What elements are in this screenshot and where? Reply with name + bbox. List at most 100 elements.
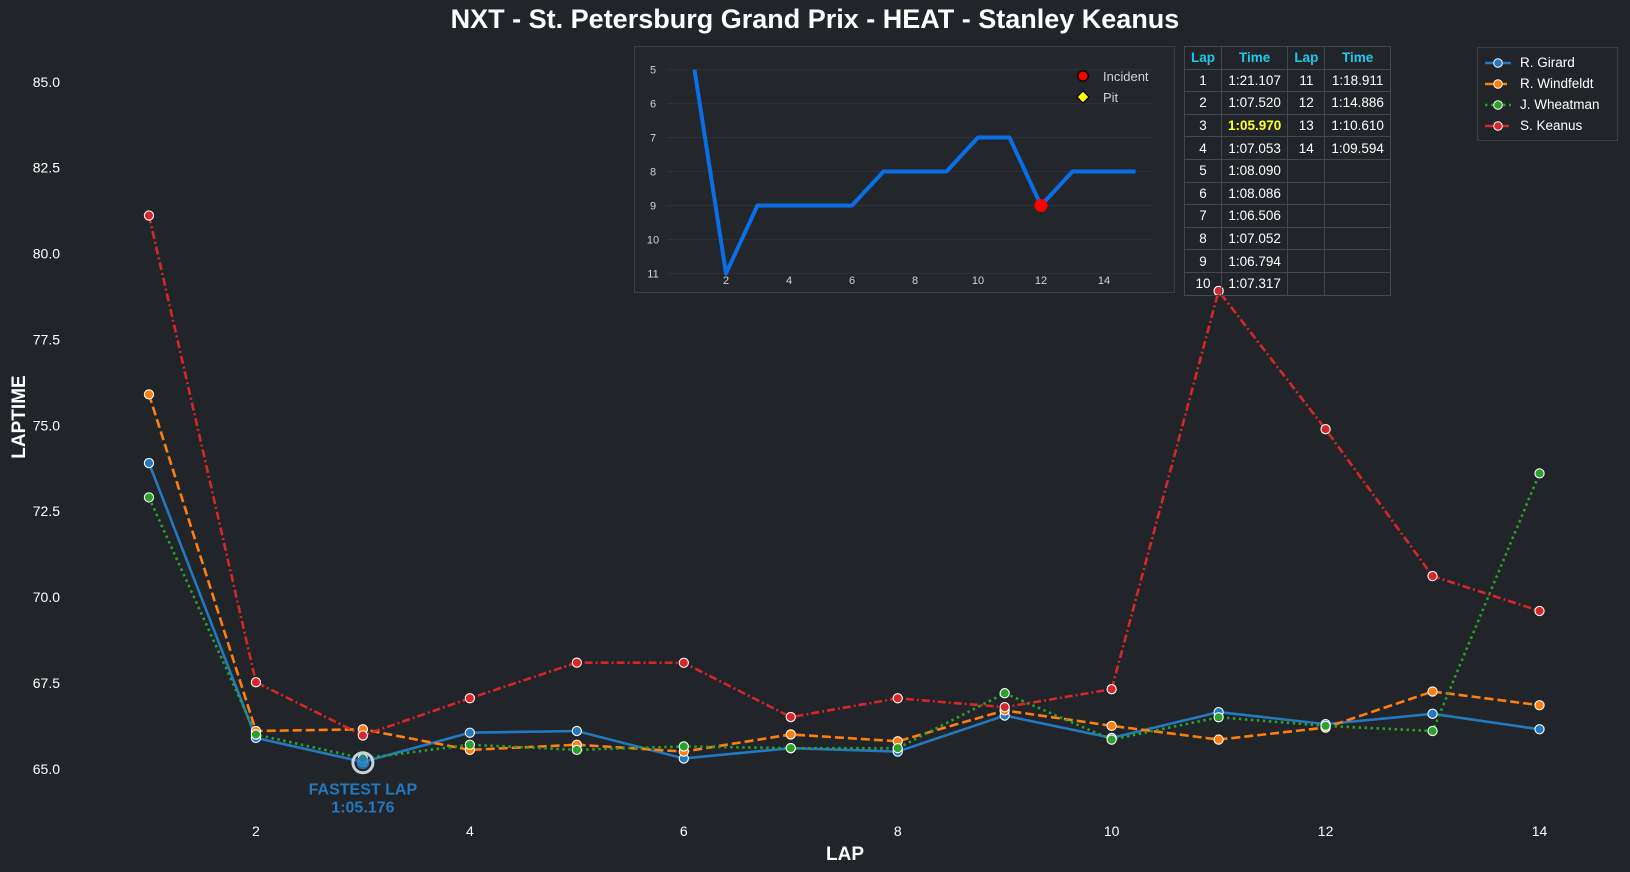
- table-row: 1 1:21.107 11 1:18.911: [1183, 68, 1391, 93]
- table-row: 8 1:07.052: [1183, 226, 1391, 251]
- data-point: [1213, 712, 1224, 723]
- lap-times-table: Lap Time Lap Time 1 1:21.107 11 1:18.911 2 1:…: [1183, 46, 1391, 296]
- series-line: [147, 462, 1540, 764]
- lap-time-cell: 1:21.107: [1221, 68, 1289, 93]
- data-point: [1534, 700, 1545, 711]
- legend-label: R. Girard: [1520, 55, 1575, 70]
- lap-time-cell: [1324, 181, 1391, 206]
- data-point: [1106, 734, 1117, 745]
- data-point: [892, 743, 903, 754]
- inset-x-tick-label: 14: [1098, 275, 1110, 287]
- data-point: [678, 741, 689, 752]
- data-point: [1427, 725, 1438, 737]
- data-point: [1106, 720, 1117, 731]
- table-row: 6 1:08.086: [1183, 181, 1391, 206]
- lap-number-cell: [1287, 181, 1326, 206]
- inset-y-tick-label: 6: [650, 99, 656, 111]
- data-point: [1534, 724, 1545, 735]
- lap-time-cell: 1:07.317: [1221, 271, 1289, 296]
- legend-item: R. Windfeldt: [1478, 73, 1617, 94]
- header-time: Time: [1324, 46, 1391, 70]
- inset-y-tick-label: 11: [647, 268, 658, 280]
- inset-y-tick-label: 9: [650, 200, 656, 212]
- incident-marker: [1034, 198, 1048, 212]
- x-tick-label: 14: [1532, 823, 1548, 839]
- legend-item: S. Keanus: [1478, 115, 1617, 136]
- lap-time-cell: 1:07.052: [1221, 226, 1289, 251]
- lap-time-cell: 1:09.594: [1324, 136, 1391, 160]
- lap-time-cell: [1324, 158, 1391, 183]
- lap-number-cell: [1287, 226, 1326, 251]
- pit-legend-icon: [1076, 90, 1090, 104]
- inset-x-tick-label: 10: [972, 275, 984, 287]
- data-point: [1213, 734, 1224, 745]
- data-point: [357, 730, 369, 741]
- lap-time-cell: 1:06.794: [1221, 249, 1289, 273]
- lap-number-cell: 7: [1183, 204, 1223, 228]
- lap-time-cell: [1324, 249, 1391, 273]
- legend-swatch: [1485, 120, 1511, 131]
- lap-number-cell: 5: [1183, 158, 1223, 183]
- incident-legend-icon: [1077, 70, 1089, 82]
- y-tick-label: 67.5: [33, 675, 60, 691]
- x-axis-label: LAP: [826, 844, 864, 865]
- data-point: [785, 711, 796, 723]
- lap-number-cell: 9: [1183, 249, 1223, 273]
- lap-time-cell: 1:07.053: [1221, 136, 1289, 160]
- inset-x-tick-label: 2: [723, 275, 729, 287]
- table-row: 3 1:05.970 13 1:10.610: [1183, 113, 1391, 138]
- inset-legend-label: Incident: [1103, 69, 1149, 84]
- x-tick-label: 10: [1104, 823, 1120, 839]
- data-point: [464, 739, 476, 750]
- lap-number-cell: 3: [1183, 113, 1223, 138]
- y-tick-label: 72.5: [33, 503, 60, 519]
- lap-time-cell: 1:08.090: [1221, 158, 1289, 183]
- inset-y-tick-label: 7: [650, 133, 656, 145]
- inset-legend-label: Pit: [1103, 90, 1119, 105]
- inset-y-tick-label: 8: [650, 167, 656, 179]
- y-tick-label: 80.0: [33, 246, 60, 262]
- data-point: [571, 744, 582, 756]
- data-point: [1427, 686, 1438, 697]
- table-row: 9 1:06.794: [1183, 249, 1391, 273]
- data-point: [785, 743, 796, 754]
- legend-label: J. Wheatman: [1520, 97, 1600, 112]
- inset-x-tick-label: 6: [849, 275, 855, 287]
- lap-number-cell: 13: [1287, 113, 1326, 138]
- x-tick-label: 12: [1318, 823, 1334, 839]
- y-tick-label: 75.0: [33, 417, 60, 433]
- data-point: [250, 729, 262, 740]
- y-tick-label: 65.0: [33, 761, 60, 777]
- y-tick-label: 82.5: [33, 160, 60, 176]
- chart-legend: R. Girard R. Windfeldt J. Wheatman S. Keanu…: [1477, 47, 1618, 141]
- table-row: 10 1:07.317: [1183, 271, 1391, 296]
- fastest-lap-label: FASTEST LAP: [309, 782, 418, 799]
- lap-number-cell: 8: [1183, 226, 1223, 251]
- lap-time-cell: 1:07.520: [1221, 91, 1289, 115]
- data-point: [1427, 708, 1438, 719]
- inset-y-tick-label: 10: [647, 234, 659, 246]
- lap-time-cell: [1324, 226, 1391, 251]
- data-point: [571, 657, 582, 668]
- data-point: [464, 727, 476, 738]
- data-point: [571, 725, 582, 737]
- x-tick-label: 6: [680, 823, 688, 839]
- lap-number-cell: [1287, 271, 1326, 296]
- lap-number-cell: 2: [1183, 91, 1223, 115]
- data-point: [785, 729, 796, 740]
- inset-x-tick-label: 4: [786, 275, 792, 287]
- lap-time-cell: 1:06.506: [1221, 204, 1289, 228]
- data-point: [1427, 570, 1438, 582]
- data-point: [1320, 424, 1331, 435]
- series-line: [147, 393, 1540, 753]
- legend-item: J. Wheatman: [1478, 94, 1617, 115]
- inset-x-tick-label: 12: [1035, 275, 1047, 287]
- lap-number-cell: 11: [1287, 68, 1326, 93]
- lap-time-cell: 1:08.086: [1221, 181, 1289, 206]
- inset-y-tick-label: 5: [650, 65, 656, 77]
- x-tick-label: 2: [252, 823, 260, 839]
- data-point: [464, 693, 476, 704]
- data-point: [1534, 605, 1545, 617]
- data-point: [999, 688, 1010, 699]
